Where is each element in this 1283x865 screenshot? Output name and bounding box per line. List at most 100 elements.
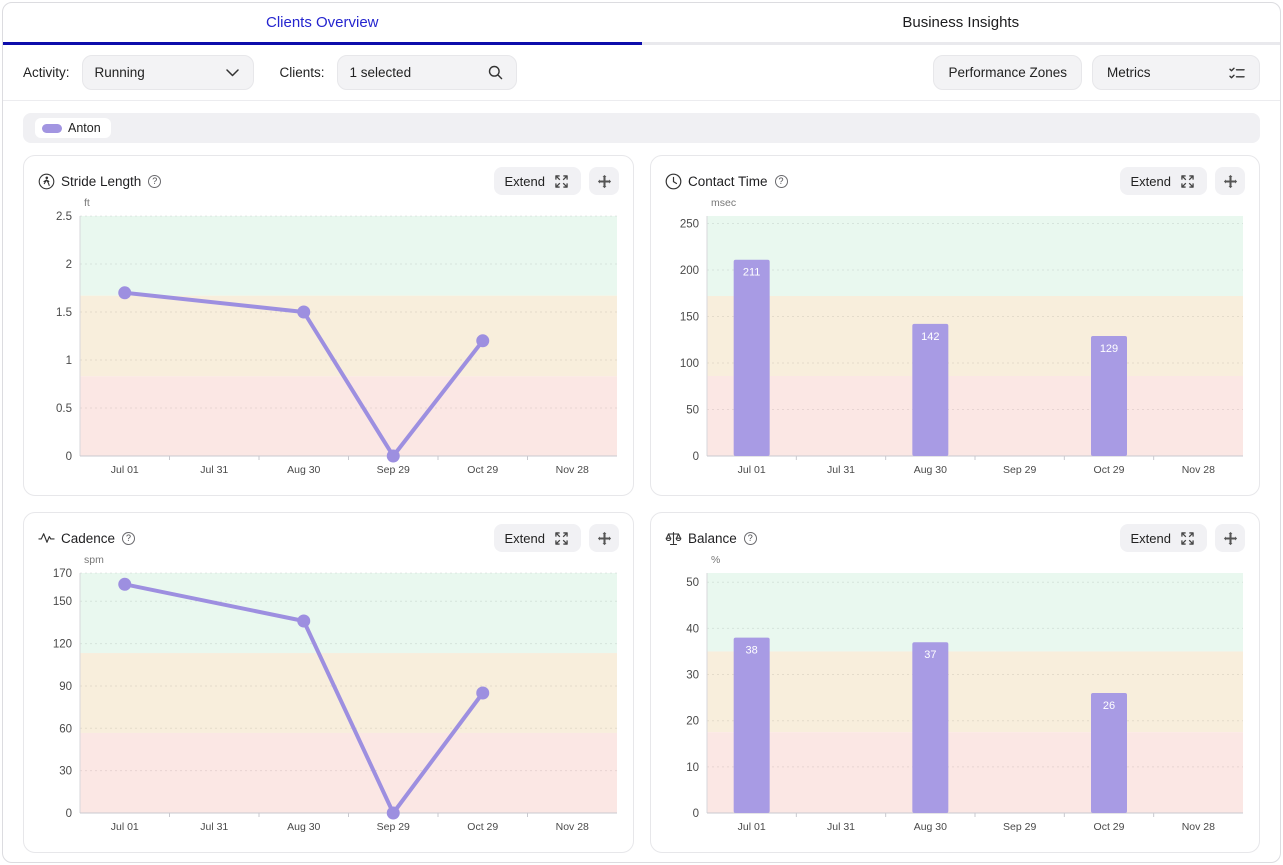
svg-text:Aug 30: Aug 30 xyxy=(287,464,320,476)
svg-text:150: 150 xyxy=(53,596,72,608)
expand-icon xyxy=(553,173,570,190)
svg-text:Jul 31: Jul 31 xyxy=(200,821,228,833)
activity-label: Activity: xyxy=(23,65,70,80)
svg-text:1.5: 1.5 xyxy=(56,307,72,319)
stride-length-panel: Stride Length Extend xyxy=(23,155,634,496)
expand-icon xyxy=(553,530,570,547)
move-button[interactable] xyxy=(1215,524,1245,552)
svg-text:Jul 01: Jul 01 xyxy=(738,464,766,476)
svg-text:150: 150 xyxy=(680,311,699,323)
svg-text:Oct 29: Oct 29 xyxy=(467,464,498,476)
cadence-icon xyxy=(38,530,55,547)
extend-button[interactable]: Extend xyxy=(1119,524,1207,552)
move-button[interactable] xyxy=(589,524,619,552)
contact-time-chart[interactable]: msec 0 50 100 150 200 250 Jul 01 Jul 31 Aug 30 Sep… xyxy=(665,196,1245,484)
svg-text:40: 40 xyxy=(686,623,699,635)
balance-chart[interactable]: % 0 10 20 30 40 50 Jul 01 Jul 31 Aug 30 Sep 29 Oct … xyxy=(665,553,1245,841)
move-icon xyxy=(1222,530,1239,547)
svg-text:1: 1 xyxy=(66,355,72,367)
contact-time-icon xyxy=(665,173,682,190)
contact-time-panel: Contact Time Extend xyxy=(650,155,1260,496)
chart-title: Stride Length xyxy=(61,173,142,189)
clients-value: 1 selected xyxy=(349,65,412,80)
panel-header: Contact Time Extend xyxy=(665,166,1245,196)
svg-text:Aug 30: Aug 30 xyxy=(914,821,947,833)
move-button[interactable] xyxy=(589,167,619,195)
move-icon xyxy=(596,173,613,190)
expand-icon xyxy=(1179,530,1196,547)
svg-text:0: 0 xyxy=(693,808,699,820)
chart-svg: % 0 10 20 30 40 50 Jul 01 Jul 31 Aug 30 Sep 29 Oct … xyxy=(686,554,1243,833)
help-icon[interactable] xyxy=(743,531,757,545)
svg-text:Sep 29: Sep 29 xyxy=(377,821,410,833)
svg-text:60: 60 xyxy=(59,723,72,735)
performance-zones-button[interactable]: Performance Zones xyxy=(933,55,1082,90)
svg-text:50: 50 xyxy=(686,404,699,416)
svg-text:2.5: 2.5 xyxy=(56,211,72,223)
chart-title: Contact Time xyxy=(688,173,768,189)
svg-text:Nov 28: Nov 28 xyxy=(556,821,589,833)
svg-text:142: 142 xyxy=(921,331,939,343)
svg-text:200: 200 xyxy=(680,265,699,277)
svg-text:Oct 29: Oct 29 xyxy=(467,821,498,833)
cadence-panel: Cadence Extend xyxy=(23,512,634,853)
help-icon[interactable] xyxy=(122,531,136,545)
help-icon[interactable] xyxy=(148,174,162,188)
svg-text:ft: ft xyxy=(84,197,90,209)
svg-text:50: 50 xyxy=(686,577,699,589)
top-tab-bar: Clients Overview Business Insights xyxy=(3,3,1280,45)
svg-text:38: 38 xyxy=(746,645,758,657)
svg-text:Aug 30: Aug 30 xyxy=(287,821,320,833)
extend-label: Extend xyxy=(1130,530,1171,546)
svg-text:90: 90 xyxy=(59,681,72,693)
checklist-icon xyxy=(1228,64,1245,81)
legend-client-name: Anton xyxy=(68,121,101,135)
extend-label: Extend xyxy=(1130,173,1171,189)
svg-text:Sep 29: Sep 29 xyxy=(1003,464,1036,476)
svg-text:170: 170 xyxy=(53,568,72,580)
chevron-down-icon xyxy=(224,64,241,81)
svg-text:Jul 31: Jul 31 xyxy=(827,464,855,476)
svg-text:26: 26 xyxy=(1103,700,1115,712)
stride-length-chart[interactable]: ft 0 0.5 1 1.5 2 2.5 Jul 01 Jul 31 Aug 30 Sep 29 Oc… xyxy=(38,196,619,484)
svg-text:Jul 01: Jul 01 xyxy=(111,464,139,476)
extend-button[interactable]: Extend xyxy=(1119,167,1207,195)
tab-business-insights[interactable]: Business Insights xyxy=(641,3,1280,45)
extend-label: Extend xyxy=(504,530,545,546)
help-icon[interactable] xyxy=(774,174,788,188)
svg-text:37: 37 xyxy=(924,649,936,661)
svg-text:Sep 29: Sep 29 xyxy=(377,464,410,476)
cadence-chart[interactable]: spm 0 30 60 90 120 150 170 Jul 01 Jul 31 Aug 30 Sep… xyxy=(38,553,619,841)
move-button[interactable] xyxy=(1215,167,1245,195)
legend-chip-anton[interactable]: Anton xyxy=(35,118,111,138)
svg-text:30: 30 xyxy=(59,766,72,778)
extend-button[interactable]: Extend xyxy=(493,167,581,195)
activity-value: Running xyxy=(94,65,145,80)
svg-text:Nov 28: Nov 28 xyxy=(1182,821,1215,833)
svg-text:Jul 01: Jul 01 xyxy=(738,821,766,833)
move-icon xyxy=(596,530,613,547)
legend-bar: Anton xyxy=(23,113,1260,143)
svg-text:Oct 29: Oct 29 xyxy=(1094,821,1125,833)
clients-label: Clients: xyxy=(279,65,325,80)
svg-text:0: 0 xyxy=(693,451,699,463)
svg-text:30: 30 xyxy=(686,670,699,682)
move-icon xyxy=(1222,173,1239,190)
expand-icon xyxy=(1179,173,1196,190)
svg-text:msec: msec xyxy=(711,197,736,209)
performance-zones-label: Performance Zones xyxy=(948,65,1067,80)
balance-panel: Balance Extend xyxy=(650,512,1260,853)
extend-button[interactable]: Extend xyxy=(493,524,581,552)
svg-text:10: 10 xyxy=(686,762,699,774)
chart-title: Cadence xyxy=(61,530,116,546)
activity-dropdown[interactable]: Running xyxy=(81,55,254,90)
chart-svg: ft 0 0.5 1 1.5 2 2.5 Jul 01 Jul 31 Aug 30 Sep 29 Oc… xyxy=(56,197,617,476)
svg-text:0.5: 0.5 xyxy=(56,403,72,415)
tab-clients-overview[interactable]: Clients Overview xyxy=(3,3,642,45)
legend-swatch xyxy=(42,123,62,133)
svg-text:Sep 29: Sep 29 xyxy=(1003,821,1036,833)
svg-text:2: 2 xyxy=(66,259,72,271)
metrics-button[interactable]: Metrics xyxy=(1092,55,1260,90)
clients-select[interactable]: 1 selected xyxy=(336,55,517,90)
